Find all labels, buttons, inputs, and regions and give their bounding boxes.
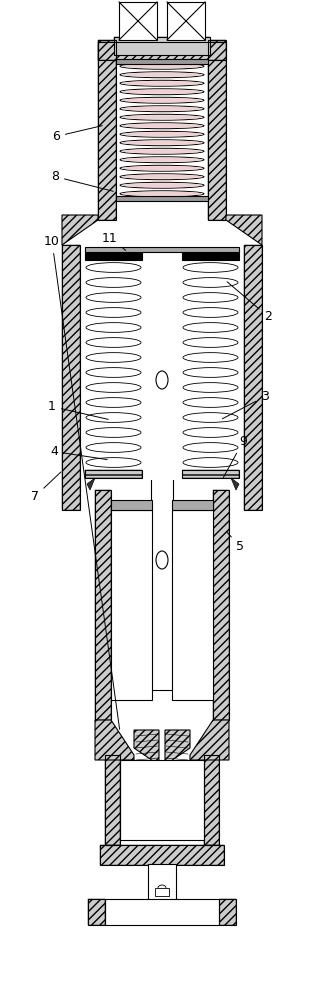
Bar: [155, 888, 169, 896]
Text: 2: 2: [227, 282, 272, 323]
Polygon shape: [62, 215, 98, 245]
Bar: [116, 59, 208, 64]
Text: 6: 6: [52, 126, 102, 143]
Polygon shape: [87, 478, 95, 490]
Ellipse shape: [121, 64, 203, 68]
Bar: [85, 250, 142, 260]
Bar: [142, 250, 182, 480]
Polygon shape: [95, 720, 134, 760]
Bar: [88, 899, 105, 925]
Bar: [172, 510, 213, 700]
Bar: [111, 510, 152, 700]
Ellipse shape: [121, 98, 203, 102]
Bar: [219, 899, 236, 925]
Bar: [182, 470, 239, 478]
Bar: [148, 864, 176, 900]
Bar: [100, 845, 224, 865]
Bar: [98, 42, 226, 60]
Bar: [219, 899, 236, 925]
Ellipse shape: [121, 124, 203, 128]
Ellipse shape: [121, 183, 203, 187]
Bar: [85, 470, 142, 478]
Bar: [120, 760, 204, 840]
Bar: [111, 500, 152, 510]
Text: 9: 9: [223, 435, 247, 478]
Polygon shape: [226, 215, 262, 245]
Ellipse shape: [121, 166, 203, 170]
Bar: [208, 40, 226, 220]
Bar: [100, 845, 224, 865]
Bar: [105, 755, 120, 845]
Polygon shape: [190, 720, 229, 760]
Text: 7: 7: [31, 472, 61, 503]
Ellipse shape: [156, 371, 168, 389]
Bar: [167, 2, 205, 40]
Bar: [88, 899, 105, 925]
Bar: [172, 500, 213, 510]
Ellipse shape: [156, 551, 168, 569]
Text: 1: 1: [48, 400, 108, 419]
Bar: [105, 755, 120, 845]
Polygon shape: [134, 730, 159, 765]
Bar: [182, 250, 239, 260]
Ellipse shape: [121, 132, 203, 136]
Bar: [95, 490, 111, 720]
Polygon shape: [231, 478, 239, 490]
Ellipse shape: [121, 141, 203, 145]
Bar: [98, 40, 116, 220]
Bar: [244, 245, 262, 510]
Bar: [182, 470, 239, 478]
Text: 3: 3: [223, 390, 269, 419]
Bar: [204, 755, 219, 845]
Bar: [85, 247, 239, 252]
Text: 8: 8: [51, 170, 113, 191]
Bar: [244, 245, 262, 510]
Bar: [114, 37, 210, 55]
Bar: [105, 899, 219, 925]
Bar: [98, 42, 226, 60]
Bar: [114, 37, 210, 55]
Bar: [213, 490, 229, 720]
Bar: [85, 470, 142, 478]
Ellipse shape: [121, 192, 203, 196]
Bar: [208, 40, 226, 220]
Bar: [204, 755, 219, 845]
Bar: [62, 245, 80, 510]
Ellipse shape: [121, 149, 203, 153]
Ellipse shape: [121, 175, 203, 179]
Bar: [98, 40, 116, 220]
Ellipse shape: [121, 158, 203, 162]
Bar: [151, 250, 173, 690]
Ellipse shape: [121, 73, 203, 77]
Bar: [116, 196, 208, 201]
Text: 4: 4: [50, 445, 107, 460]
Ellipse shape: [121, 81, 203, 85]
Ellipse shape: [121, 107, 203, 111]
Text: 11: 11: [102, 232, 126, 250]
Bar: [213, 490, 229, 720]
Bar: [62, 245, 80, 510]
Bar: [119, 2, 157, 40]
Ellipse shape: [121, 115, 203, 119]
Text: 5: 5: [227, 532, 244, 553]
Text: 10: 10: [44, 235, 120, 729]
Ellipse shape: [121, 90, 203, 94]
Polygon shape: [165, 730, 190, 765]
Bar: [95, 490, 111, 720]
